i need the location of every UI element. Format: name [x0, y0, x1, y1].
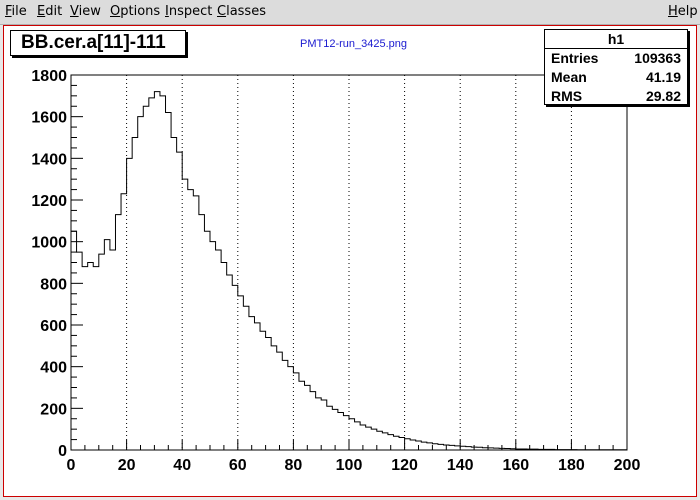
y-tick-label: 1600	[31, 110, 67, 127]
stats-label: RMS	[551, 88, 583, 104]
x-tick-label: 100	[336, 457, 363, 474]
stats-label: Entries	[551, 50, 599, 66]
histogram-title[interactable]: BB.cer.a[11]-111	[10, 30, 186, 56]
stats-row-mean: Mean 41.19	[551, 68, 681, 87]
y-tick-label: 400	[40, 360, 67, 377]
menu-file[interactable]: File	[5, 4, 27, 19]
menu-classes[interactable]: Classes	[217, 4, 266, 19]
x-tick-label: 180	[558, 457, 585, 474]
y-tick-label: 800	[40, 276, 67, 293]
stats-value: 29.82	[645, 88, 681, 104]
stats-name: h1	[545, 30, 687, 49]
histogram-subtitle: PMT12-run_3425.png	[300, 38, 408, 50]
y-tick-label: 1000	[31, 235, 67, 252]
stats-row-rms: RMS 29.82	[551, 87, 681, 106]
x-tick-label: 40	[173, 457, 191, 474]
y-tick-label: 1800	[31, 68, 67, 85]
x-tick-label: 140	[447, 457, 474, 474]
stats-value: 109363	[634, 50, 681, 66]
stats-value: 41.19	[645, 69, 681, 85]
y-axis: 0 200 400 600 800 1000 1200 1400 1600 1800	[31, 68, 83, 460]
stats-box[interactable]: h1 Entries 109363 Mean 41.19 RMS 29.82	[544, 29, 688, 105]
y-tick-label: 600	[40, 318, 67, 335]
x-tick-label: 20	[118, 457, 136, 474]
y-tick-label: 200	[40, 401, 67, 418]
x-tick-label: 120	[391, 457, 418, 474]
x-tick-label: 200	[614, 457, 641, 474]
menu-edit[interactable]: Edit	[37, 4, 63, 19]
menu-help[interactable]: Help	[668, 4, 698, 19]
y-tick-label: 0	[58, 443, 67, 460]
x-tick-label: 160	[502, 457, 529, 474]
y-tick-label: 1400	[31, 151, 67, 168]
x-tick-label: 80	[285, 457, 303, 474]
stats-label: Mean	[551, 69, 587, 85]
x-tick-label: 0	[67, 457, 76, 474]
histogram-series	[70, 91, 628, 451]
grid-lines	[126, 75, 572, 450]
x-axis: 0 20 40 60 80 100 120 140 160 180 200	[67, 440, 641, 474]
stats-row-entries: Entries 109363	[551, 49, 681, 68]
x-tick-label: 60	[229, 457, 247, 474]
menu-view[interactable]: View	[70, 4, 101, 19]
y-tick-label: 1200	[31, 193, 67, 210]
menu-bar: File Edit View Options Inspect Classes H…	[0, 0, 700, 25]
menu-options[interactable]: Options	[110, 4, 161, 19]
menu-inspect[interactable]: Inspect	[165, 4, 213, 19]
